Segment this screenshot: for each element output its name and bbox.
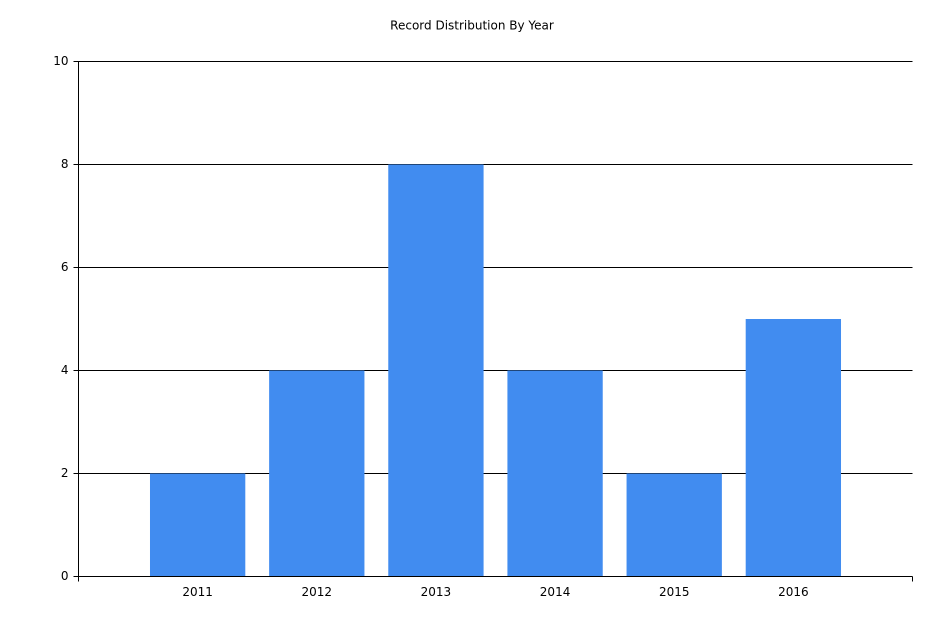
bar bbox=[269, 370, 365, 577]
y-tick-label: 2 bbox=[61, 466, 69, 480]
x-tick-label: 2015 bbox=[659, 585, 690, 599]
bar bbox=[149, 473, 246, 577]
y-tick-label: 0 bbox=[61, 569, 69, 583]
bar bbox=[745, 319, 842, 577]
bar bbox=[388, 164, 484, 577]
x-tick-label: 2013 bbox=[421, 585, 452, 599]
chart-title: Record Distribution By Year bbox=[390, 19, 554, 33]
x-tick-label: 2011 bbox=[182, 585, 213, 599]
y-tick-label: 10 bbox=[53, 54, 68, 68]
x-tick-label: 2016 bbox=[778, 585, 809, 599]
y-tick-label: 6 bbox=[61, 260, 69, 274]
y-tick-label: 8 bbox=[61, 157, 69, 171]
x-tick-label: 2014 bbox=[540, 585, 571, 599]
y-tick-label: 4 bbox=[61, 363, 69, 377]
bar bbox=[507, 370, 603, 577]
bar bbox=[626, 473, 722, 577]
x-tick-label: 2012 bbox=[302, 585, 333, 599]
